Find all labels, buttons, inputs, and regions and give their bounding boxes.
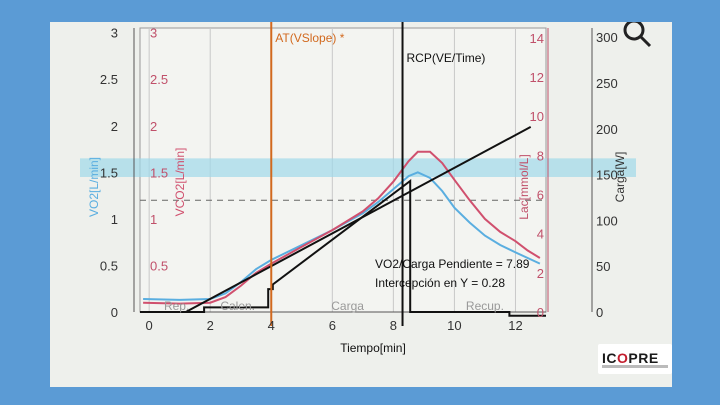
- x-axis-title: Tiempo[min]: [340, 341, 406, 355]
- series-line-2: [140, 178, 546, 317]
- cpet-chart: AT(VSlope) *RCP(VE/Time) 0 2 4 6 8 10 1200.511…: [80, 22, 636, 355]
- x-tick-label: 6: [329, 318, 336, 333]
- lac-tick-label: 10: [530, 109, 544, 124]
- phase-label: Calen.: [220, 299, 255, 313]
- carga-axis-title: Carga[W]: [613, 152, 627, 203]
- vo2-tick-label: 0.5: [100, 258, 118, 273]
- vco2-tick-label: 2: [150, 119, 157, 134]
- carga-tick-label: 0: [596, 305, 603, 320]
- logo-tagline: [602, 365, 668, 368]
- carga-tick-label: 150: [596, 168, 618, 183]
- annotation-intercept: Intercepción en Y = 0.28: [375, 276, 505, 290]
- vco2-tick-label: 3: [150, 26, 157, 41]
- annotation-slope: VO2/Carga Pendiente = 7.89: [375, 257, 530, 271]
- series-lines: [140, 126, 546, 317]
- chart-photo: AT(VSlope) * RCP(VE/Time) 0 2 4 6 8 10 12 0 0.5 1 1…: [50, 22, 672, 387]
- vo2-tick-label: 1.5: [100, 165, 118, 180]
- phase-label: Recup.: [466, 299, 504, 313]
- phase-label: Rep.: [164, 299, 189, 313]
- logo-text: ICOPRE: [602, 350, 659, 366]
- vo2-tick-label: 1: [111, 212, 118, 227]
- axis-labels: VO2[L/min] VCO2[L/min] Lac[mmol/L] Carga[W]…: [87, 148, 627, 355]
- series-line-1: [143, 150, 541, 305]
- vco2-axis-title: VCO2[L/min]: [173, 148, 187, 217]
- lac-tick-label: 14: [530, 31, 544, 46]
- x-tick-label: 10: [447, 318, 461, 333]
- vo2-tick-label: 3: [111, 26, 118, 41]
- marker-label-1: RCP(VE/Time): [407, 51, 486, 65]
- marker-label-0: AT(VSlope) *: [275, 31, 344, 45]
- lac-tick-label: 8: [537, 148, 544, 163]
- lac-axis-title: Lac[mmol/L]: [517, 154, 531, 219]
- tick-labels: 0 2 4 6 8 10 12 0 0.5 1 1.5 2 2.5 3 0.5 1 1.5 2 2.5 3 0 2 4 6 8 1…: [100, 26, 618, 333]
- vco2-tick-label: 1: [150, 212, 157, 227]
- lac-tick-label: 6: [537, 187, 544, 202]
- vco2-tick-label: 1.5: [150, 165, 168, 180]
- bands: [80, 158, 636, 201]
- highlight-band: [80, 158, 636, 177]
- vo2-axis-title: VO2[L/min]: [87, 157, 101, 217]
- lac-tick-label: 0: [537, 305, 544, 320]
- vo2-tick-label: 2.5: [100, 72, 118, 87]
- phase-label: Carga: [331, 299, 364, 313]
- vo2-tick-label: 2: [111, 119, 118, 134]
- x-tick-label: 12: [508, 318, 522, 333]
- vco2-tick-label: 2.5: [150, 72, 168, 87]
- carga-tick-label: 50: [596, 259, 610, 274]
- x-tick-label: 2: [207, 318, 214, 333]
- x-tick-label: 8: [390, 318, 397, 333]
- lac-tick-label: 12: [530, 70, 544, 85]
- series-line-3: [185, 126, 532, 313]
- carga-tick-label: 300: [596, 30, 618, 45]
- vo2-tick-label: 0: [111, 305, 118, 320]
- vco2-tick-label: 0.5: [150, 258, 168, 273]
- lac-tick-label: 2: [537, 266, 544, 281]
- carga-tick-label: 100: [596, 213, 618, 228]
- carga-tick-label: 250: [596, 76, 618, 91]
- lac-tick-label: 4: [537, 227, 544, 242]
- icopre-logo: ICOPRE: [598, 344, 672, 374]
- x-tick-label: 0: [146, 318, 153, 333]
- search-icon[interactable]: [620, 22, 656, 52]
- x-tick-label: 4: [268, 318, 275, 333]
- carga-tick-label: 200: [596, 122, 618, 137]
- threshold-markers: AT(VSlope) * RCP(VE/Time): [270, 22, 486, 326]
